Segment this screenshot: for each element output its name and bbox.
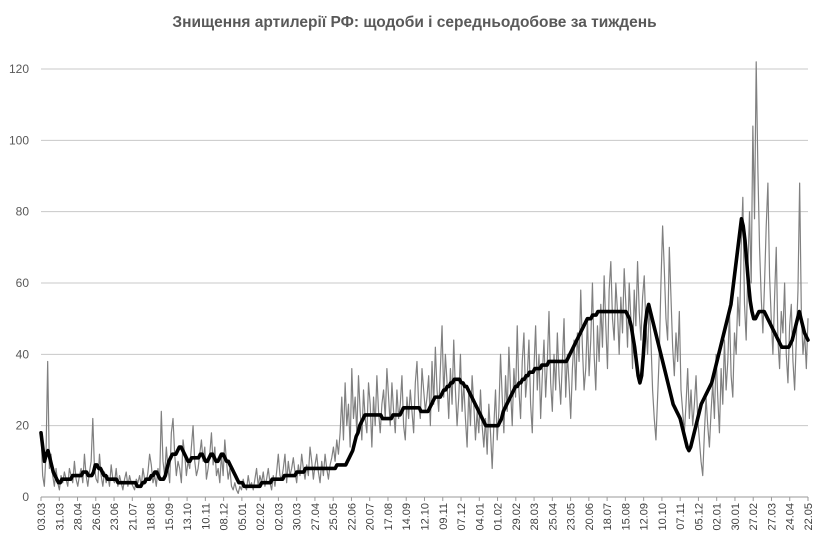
y-tick-label: 120	[9, 62, 29, 76]
x-tick-label: 02.02	[255, 503, 267, 531]
y-tick-label: 60	[16, 276, 30, 290]
x-tick-label: 08.12	[219, 503, 231, 531]
series-group	[39, 61, 810, 495]
x-tick-label: 12.09	[639, 503, 651, 531]
x-tick-label: 31.03	[54, 503, 66, 531]
x-tick-label: 30.01	[730, 503, 742, 531]
x-tick-label: 15.09	[164, 503, 176, 531]
x-tick-label: 05.01	[237, 503, 249, 531]
y-axis: 0 20 40 60 80 100 120	[9, 62, 29, 504]
x-tick-label: 07.11	[675, 503, 687, 530]
series-line-weekly-average	[39, 217, 810, 489]
x-tick-label: 26.05	[91, 503, 103, 531]
x-tick-label: 20.06	[584, 503, 596, 531]
x-tick-label: 28.04	[73, 503, 85, 531]
x-tick-label: 10.10	[657, 503, 669, 531]
x-tick-label: 22.05	[803, 503, 815, 531]
x-tick-label: 23.05	[566, 503, 578, 531]
y-tick-label: 100	[9, 133, 29, 147]
x-tick-label: 28.03	[529, 503, 541, 531]
x-tick-label: 09.11	[438, 503, 450, 530]
x-tick-label: 25.04	[547, 503, 559, 531]
x-tick-label: 14.09	[401, 503, 413, 531]
x-tick-label: 29.02	[511, 503, 523, 531]
x-tick-label: 20.07	[365, 503, 377, 531]
x-tick-label: 27.04	[310, 503, 322, 531]
x-tick-label: 01.02	[493, 503, 505, 531]
x-tick-label: 18.07	[602, 503, 614, 531]
x-tick-label: 02.01	[712, 503, 724, 531]
x-tick-label: 17.08	[383, 503, 395, 531]
x-tick-label: 05.12	[693, 503, 705, 531]
x-tick-label: 02.03	[273, 503, 285, 531]
x-tick-label: 27.02	[748, 503, 760, 531]
x-tick-label: 15.08	[620, 503, 632, 531]
x-tick-label: 12.10	[420, 503, 432, 531]
x-tick-label: 07.12	[456, 503, 468, 531]
x-tick-label: 13.10	[182, 503, 194, 531]
y-tick-label: 80	[16, 205, 30, 219]
x-tick-label: 04.01	[474, 503, 486, 531]
x-tick-label: 23.06	[109, 503, 121, 531]
x-tick-label: 21.07	[127, 503, 139, 531]
x-tick-label: 30.03	[292, 503, 304, 531]
y-tick-label: 0	[22, 490, 29, 504]
x-tick-label: 27.03	[766, 503, 778, 531]
y-tick-label: 40	[16, 347, 30, 361]
x-tick-label: 22.06	[346, 503, 358, 531]
chart-title: Знищення артилерії РФ: щодоби і середньо…	[172, 14, 657, 31]
x-tick-label: 03.03	[36, 503, 48, 531]
x-axis: 03.03 31.03 28.04 26.05 23.06 21.07 18.08 15.09…	[36, 497, 815, 531]
x-tick-label: 24.04	[785, 503, 797, 531]
x-tick-label: 25.05	[328, 503, 340, 531]
x-tick-label: 10.11	[200, 503, 212, 530]
series-line-daily	[40, 61, 809, 495]
x-tick-label: 18.08	[146, 503, 158, 531]
y-tick-label: 20	[16, 419, 30, 433]
